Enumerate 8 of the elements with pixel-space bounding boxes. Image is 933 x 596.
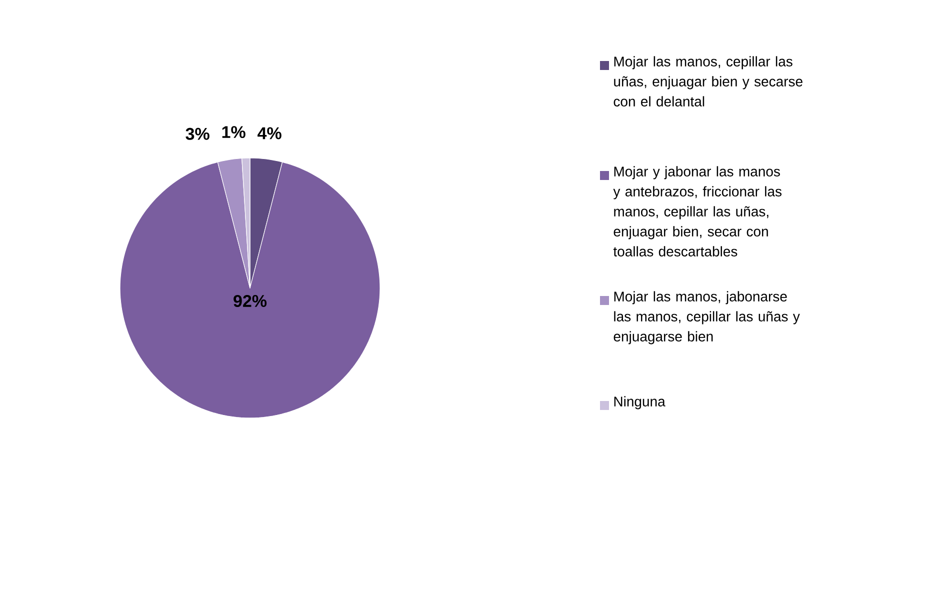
- data-label: 4%: [258, 127, 282, 140]
- legend-label: Mojar y jabonar las manos y antebrazos, friccionar las manos, cepillar las uñas, enjuagar bien, secar con toallas descartables: [613, 166, 782, 256]
- legend-label: Mojar las manos, jabonarse las manos, cepillar las uñas y enjuagarse bien: [614, 291, 800, 344]
- data-label: 92%: [234, 294, 267, 308]
- legend-label: Ninguna: [614, 396, 666, 410]
- data-label: 3%: [186, 128, 210, 140]
- legend-label: Mojar las manos, cepillar las uñas, enjuagar bien y secarse con el delantal: [614, 56, 802, 106]
- data-label: 1%: [222, 126, 246, 138]
